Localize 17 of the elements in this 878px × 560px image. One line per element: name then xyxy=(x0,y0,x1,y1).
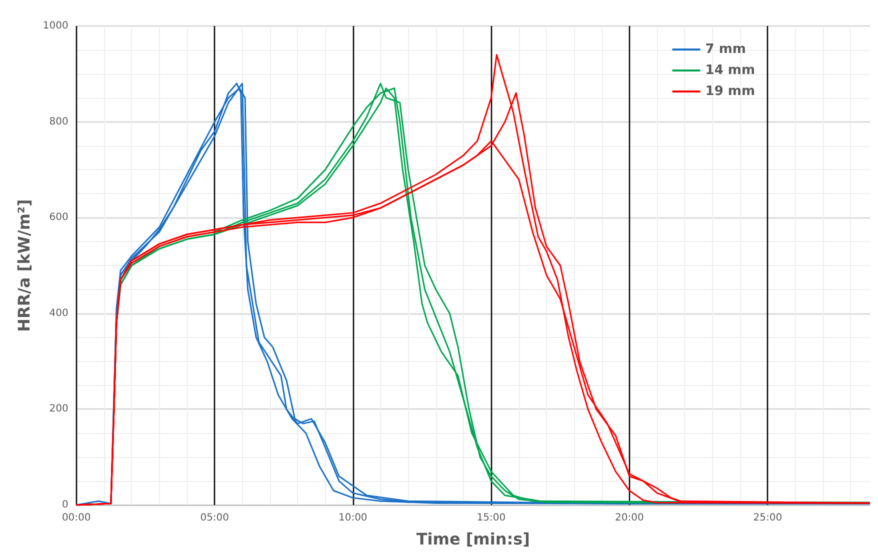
y-tick-label: 800 xyxy=(49,116,68,128)
y-tick-label: 1000 xyxy=(42,20,68,32)
y-axis-title: HRR/a [kW/m²] xyxy=(14,199,34,332)
y-tick-label: 600 xyxy=(49,212,68,224)
x-tick-label: 10:00 xyxy=(338,512,368,524)
x-tick-label: 15:00 xyxy=(476,512,506,524)
y-tick-label: 200 xyxy=(49,404,68,415)
legend-label: 7 mm xyxy=(705,42,746,57)
legend-label: 14 mm xyxy=(705,63,756,78)
x-tick-label: 25:00 xyxy=(753,512,782,524)
x-tick-label: 05:00 xyxy=(200,512,230,524)
x-axis-title: Time [min:s] xyxy=(416,530,530,548)
x-tick-label: 00:00 xyxy=(62,512,91,524)
y-tick-label: 400 xyxy=(49,308,68,319)
y-tick-label: 0 xyxy=(62,500,68,510)
legend-label: 19 mm xyxy=(705,84,756,99)
x-tick-label: 20:00 xyxy=(615,512,644,524)
